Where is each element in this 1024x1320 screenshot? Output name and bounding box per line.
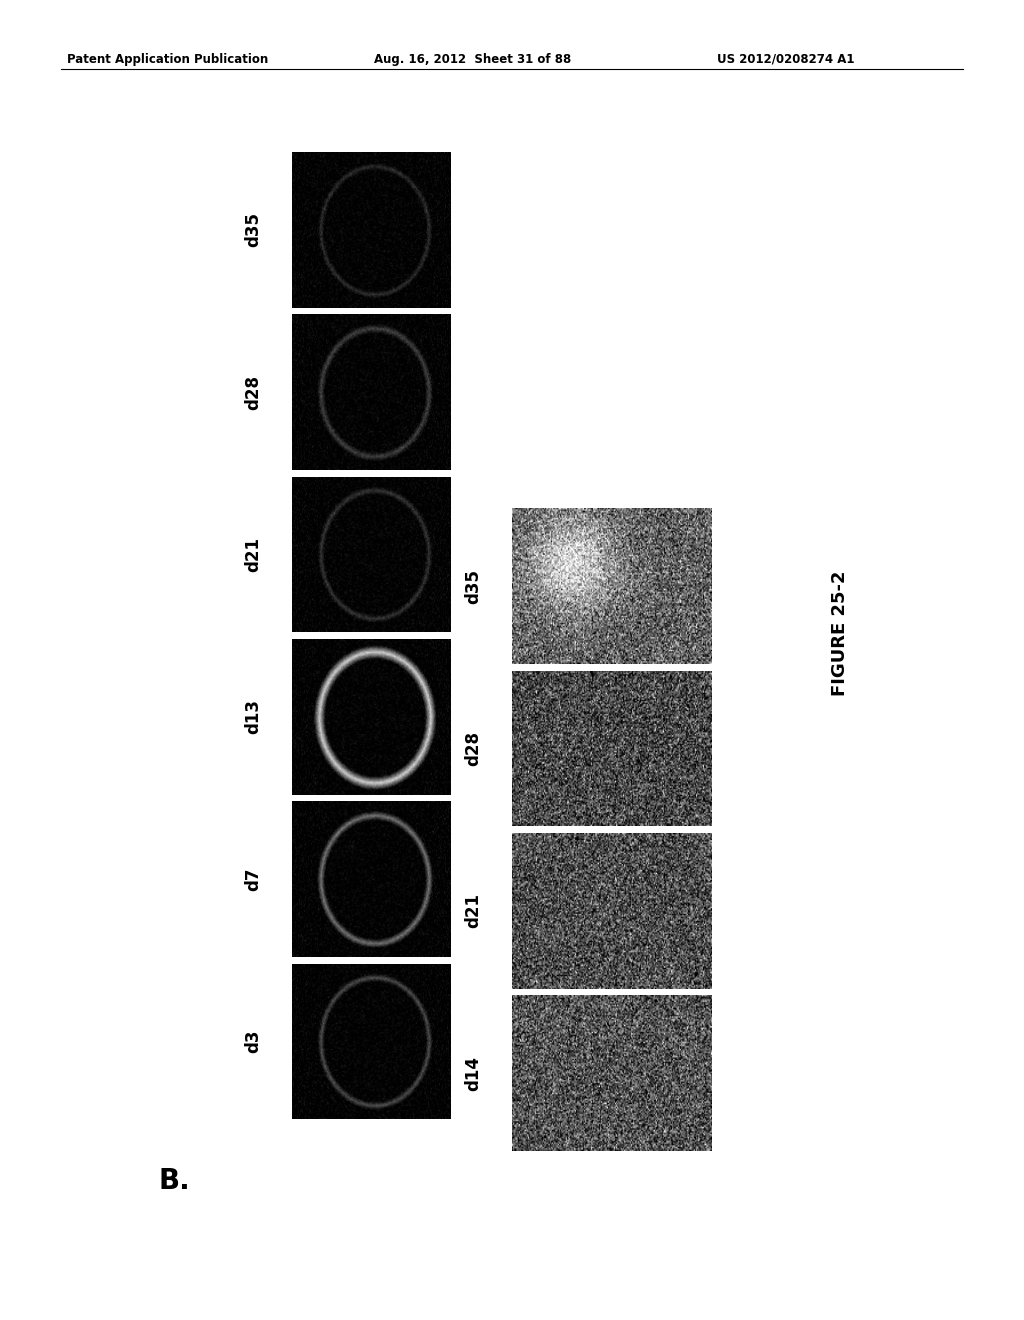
Text: B.: B.: [159, 1167, 190, 1195]
Text: Patent Application Publication: Patent Application Publication: [67, 53, 268, 66]
Text: d28: d28: [464, 731, 482, 766]
Text: d35: d35: [244, 213, 262, 247]
Text: d21: d21: [464, 894, 482, 928]
Text: d35: d35: [464, 569, 482, 603]
Text: d21: d21: [244, 537, 262, 572]
Text: d28: d28: [244, 375, 262, 409]
Text: US 2012/0208274 A1: US 2012/0208274 A1: [717, 53, 854, 66]
Text: FIGURE 25-2: FIGURE 25-2: [830, 570, 849, 697]
Text: d14: d14: [464, 1056, 482, 1090]
Text: d3: d3: [244, 1030, 262, 1053]
Text: Aug. 16, 2012  Sheet 31 of 88: Aug. 16, 2012 Sheet 31 of 88: [374, 53, 571, 66]
Text: d7: d7: [244, 867, 262, 891]
Text: d13: d13: [244, 700, 262, 734]
